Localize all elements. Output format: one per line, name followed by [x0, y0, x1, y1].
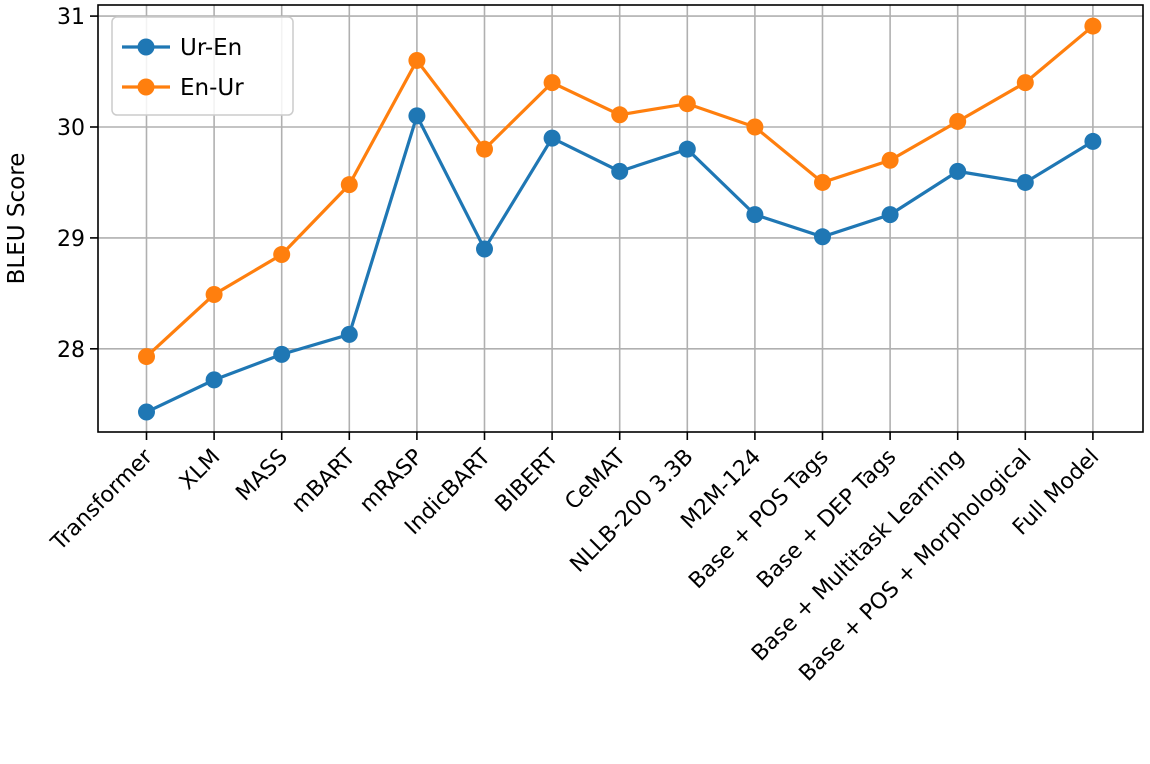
series-lines: [138, 17, 1102, 421]
data-point: [814, 173, 831, 191]
data-point: [611, 162, 629, 180]
x-tick-label: BIBERT: [491, 444, 564, 517]
data-point: [205, 285, 223, 303]
y-tick-label: 31: [57, 5, 85, 30]
data-point: [476, 140, 493, 158]
x-tick-label: mBART: [287, 444, 361, 518]
data-point: [746, 206, 764, 224]
data-point: [678, 95, 696, 113]
legend-marker: [137, 78, 155, 96]
x-tick-label: Transformer: [46, 444, 158, 556]
x-tick-label: MASS: [231, 445, 292, 506]
data-point: [949, 162, 967, 180]
data-point: [138, 403, 155, 421]
data-point: [881, 151, 899, 169]
data-point: [1084, 132, 1102, 150]
x-tick-label: XLM: [175, 445, 225, 495]
x-tick-label: NLLB-200 3.3B: [566, 445, 699, 578]
data-point: [611, 106, 629, 124]
data-point: [273, 246, 291, 264]
legend-box: [111, 16, 294, 116]
data-point: [340, 325, 358, 343]
legend-label: Ur-En: [180, 35, 242, 61]
y-tick-label: 30: [57, 116, 85, 141]
data-point: [205, 371, 223, 389]
data-point: [138, 348, 155, 366]
data-point: [1016, 173, 1034, 191]
data-point: [1016, 74, 1034, 92]
data-point: [814, 228, 831, 246]
data-point: [881, 206, 899, 224]
y-tick-label: 29: [57, 227, 85, 252]
data-point: [476, 240, 493, 258]
legend-marker: [137, 38, 155, 56]
data-point: [408, 51, 426, 69]
data-point: [273, 345, 291, 363]
data-point: [543, 129, 561, 147]
x-axis: Transformer XLM MASSmBARTmRASPIndicBARTBIB…: [46, 432, 1104, 687]
data-point: [1084, 17, 1102, 35]
y-axis-label: BLEU Score: [4, 153, 30, 285]
data-point: [408, 107, 426, 125]
data-point: [949, 112, 967, 130]
data-point: [678, 140, 696, 158]
legend: Ur-En En-Ur: [111, 16, 294, 116]
y-axis: 28 29 30 31: [57, 5, 98, 363]
data-point: [746, 118, 764, 136]
y-tick-label: 28: [57, 338, 85, 363]
data-point: [340, 176, 358, 194]
legend-label: En-Ur: [180, 75, 244, 101]
grid-lines: [98, 5, 1143, 432]
data-point: [543, 74, 561, 92]
